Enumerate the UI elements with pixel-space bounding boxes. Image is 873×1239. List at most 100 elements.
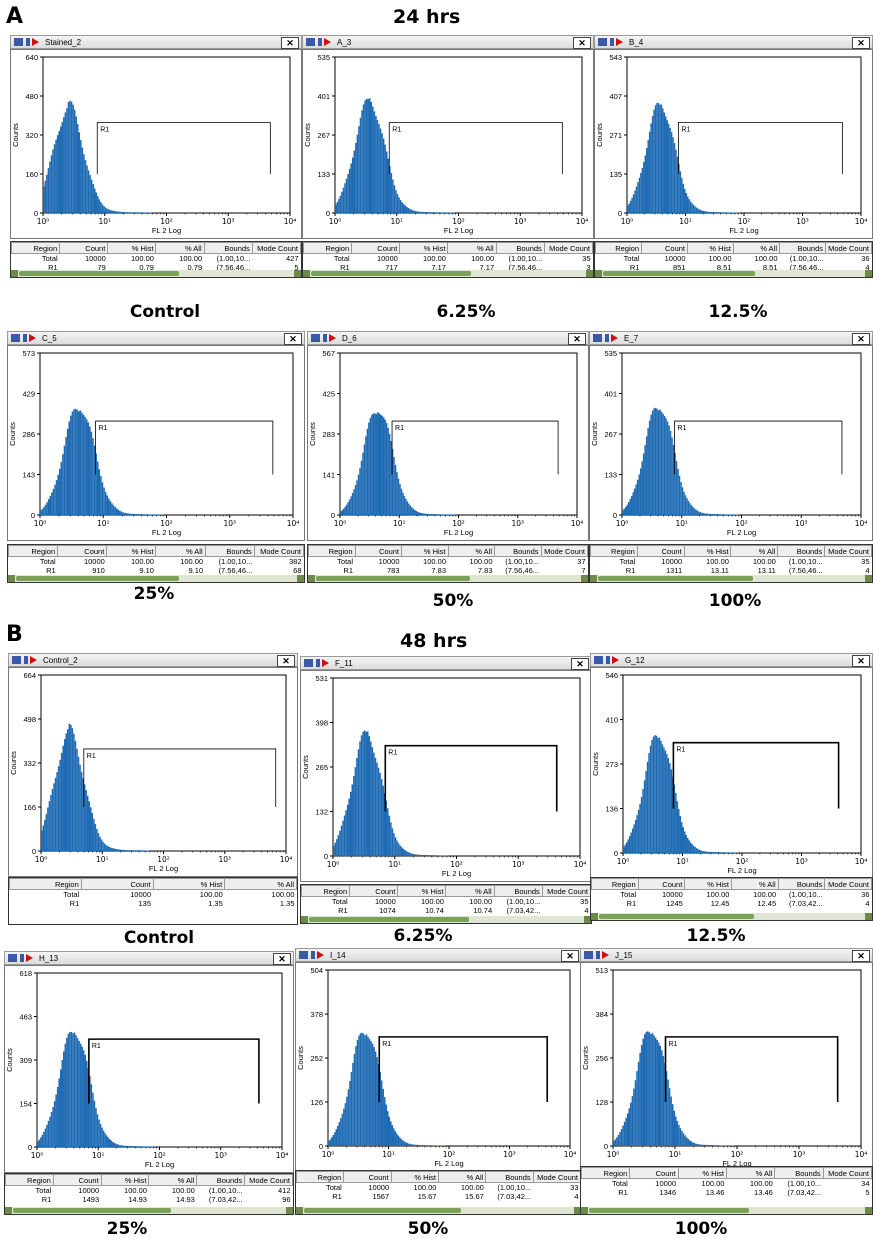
table-header[interactable]: Count — [354, 545, 402, 557]
stats-table[interactable]: Region Count% Hist% All Bounds Mode Count To… — [300, 884, 592, 924]
scroll-left-icon[interactable] — [595, 270, 602, 277]
scroll-thumb[interactable] — [304, 1208, 461, 1213]
window-titlebar[interactable]: H_13 ✕ — [4, 951, 294, 965]
window-titlebar[interactable]: C_5 ✕ — [7, 331, 305, 345]
horizontal-scrollbar[interactable] — [303, 270, 593, 277]
table-header[interactable]: Bounds — [774, 1167, 824, 1179]
stats-table[interactable]: Region Count% Hist% All Bounds Mode Count To… — [10, 241, 302, 278]
gate-r1[interactable] — [96, 122, 271, 174]
table-header[interactable]: % Hist — [107, 242, 157, 254]
table-header[interactable]: Mode Count — [541, 885, 591, 897]
table-header[interactable]: Mode Count — [824, 878, 872, 890]
table-header[interactable]: Count — [52, 1174, 102, 1186]
window-titlebar[interactable]: B_4 ✕ — [594, 35, 873, 49]
histogram-window[interactable]: A_3 ✕ R1 535 401 267 133 0 Counts 10⁰ 10¹ 10² 10³ 10⁴… — [302, 35, 594, 278]
scroll-left-icon[interactable] — [301, 916, 308, 923]
table-header[interactable]: Count — [637, 878, 686, 890]
scroll-left-icon[interactable] — [308, 575, 315, 582]
table-header[interactable]: Count — [351, 242, 401, 254]
table-header[interactable]: Bounds — [203, 242, 253, 254]
scroll-right-icon[interactable] — [865, 1207, 872, 1214]
histogram-window[interactable]: H_13 ✕ R1 618 463 309 154 0 Counts 10⁰ 10¹ 10² 10³ 10… — [4, 951, 294, 1215]
table-header[interactable]: Bounds — [196, 1174, 246, 1186]
table-header[interactable]: % All — [224, 878, 297, 890]
table-header[interactable]: Region — [595, 242, 642, 254]
table-header[interactable]: % Hist — [687, 242, 734, 254]
table-header[interactable]: % Hist — [106, 545, 157, 557]
table-header[interactable]: Mode Count — [825, 242, 872, 254]
histogram-window[interactable]: Stained_2 ✕ R1 640 480 320 160 0 Counts 10⁰ 10¹ 10²… — [10, 35, 302, 278]
scroll-right-icon[interactable] — [294, 270, 301, 277]
scroll-left-icon[interactable] — [5, 1207, 12, 1214]
gate-r1[interactable] — [95, 420, 274, 475]
table-header[interactable]: Bounds — [779, 242, 826, 254]
histogram-window[interactable]: B_4 ✕ R1 543 407 271 135 0 Counts 10⁰ 10¹ 10² 10³ 10⁴… — [594, 35, 873, 278]
table-header[interactable]: Region — [591, 878, 639, 890]
horizontal-scrollbar[interactable] — [11, 270, 301, 277]
histogram-window[interactable]: J_15 ✕ R1 513 384 256 128 0 Counts 10⁰ 10¹ 10² 10³ 10… — [580, 948, 873, 1215]
window-titlebar[interactable]: Control_2 ✕ — [8, 653, 298, 667]
horizontal-scrollbar[interactable] — [5, 1207, 293, 1214]
scroll-thumb[interactable] — [598, 576, 754, 581]
scroll-right-icon[interactable] — [586, 270, 593, 277]
table-header[interactable]: Region — [11, 242, 61, 254]
table-header[interactable]: Region — [5, 1174, 54, 1186]
table-header[interactable]: Region — [581, 1167, 631, 1179]
close-icon[interactable]: ✕ — [852, 655, 870, 667]
scroll-left-icon[interactable] — [11, 270, 18, 277]
table-header[interactable]: % Hist — [677, 1167, 727, 1179]
table-header[interactable]: Region — [8, 545, 59, 557]
scroll-thumb[interactable] — [309, 917, 469, 922]
stats-table[interactable]: Region Count% Hist% All Bounds Mode Count To… — [594, 241, 873, 278]
table-header[interactable]: % All — [730, 545, 779, 557]
histogram-window[interactable]: G_12 ✕ R1 546 410 273 136 0 Counts 10⁰ 10¹ 10² 10³ 10… — [590, 653, 873, 921]
table-header[interactable]: % Hist — [683, 545, 732, 557]
table-header[interactable]: Bounds — [494, 545, 542, 557]
close-icon[interactable]: ✕ — [284, 333, 302, 345]
window-titlebar[interactable]: A_3 ✕ — [302, 35, 594, 49]
close-icon[interactable]: ✕ — [852, 950, 870, 962]
table-header[interactable]: Count — [641, 242, 688, 254]
window-titlebar[interactable]: J_15 ✕ — [580, 948, 873, 962]
table-header[interactable]: Mode Count — [540, 545, 588, 557]
table-header[interactable]: Mode Count — [822, 1167, 872, 1179]
table-header[interactable]: % Hist — [397, 885, 447, 897]
stats-table[interactable]: Region Count% Hist% All Total 10000 100.00 10… — [8, 877, 298, 925]
scroll-right-icon[interactable] — [297, 575, 304, 582]
scroll-right-icon[interactable] — [581, 575, 588, 582]
close-icon[interactable]: ✕ — [852, 333, 870, 345]
horizontal-scrollbar[interactable] — [590, 575, 872, 582]
scroll-left-icon[interactable] — [591, 913, 598, 920]
window-titlebar[interactable]: G_12 ✕ — [590, 653, 873, 667]
table-header[interactable]: % Hist — [399, 242, 449, 254]
histogram-window[interactable]: F_11 ✕ R1 531 398 265 132 0 Counts 10⁰ 10¹ 10² 10³ 10… — [300, 656, 592, 924]
scroll-right-icon[interactable] — [865, 913, 872, 920]
table-header[interactable]: Mode Count — [251, 242, 301, 254]
table-header[interactable]: Bounds — [493, 885, 543, 897]
table-header[interactable]: Count — [349, 885, 399, 897]
scroll-right-icon[interactable] — [865, 575, 872, 582]
scroll-thumb[interactable] — [13, 1208, 172, 1213]
scroll-thumb[interactable] — [16, 576, 179, 581]
table-header[interactable]: Region — [590, 545, 638, 557]
table-header[interactable]: Mode Count — [244, 1174, 293, 1186]
table-header[interactable]: % All — [733, 242, 780, 254]
stats-table[interactable]: Region Count% Hist% All Bounds Mode Count To… — [589, 544, 873, 583]
table-header[interactable]: Mode Count — [253, 545, 304, 557]
table-header[interactable]: Bounds — [777, 545, 826, 557]
gate-r1[interactable] — [378, 1036, 549, 1102]
horizontal-scrollbar[interactable] — [591, 913, 872, 920]
scroll-left-icon[interactable] — [590, 575, 597, 582]
table-header[interactable]: % All — [447, 545, 495, 557]
gate-r1[interactable] — [677, 122, 843, 174]
table-header[interactable]: % Hist — [152, 878, 226, 890]
table-header[interactable]: Count — [57, 545, 108, 557]
stats-table[interactable]: Region Count% Hist% All Bounds Mode Count To… — [4, 1173, 294, 1215]
table-header[interactable]: Mode Count — [824, 545, 872, 557]
scroll-thumb[interactable] — [19, 271, 179, 276]
table-header[interactable]: Region — [9, 878, 82, 890]
scroll-left-icon[interactable] — [296, 1207, 303, 1214]
horizontal-scrollbar[interactable] — [301, 916, 591, 923]
horizontal-scrollbar[interactable] — [581, 1207, 872, 1214]
histogram-window[interactable]: I_14 ✕ R1 504 378 252 126 0 Counts 10⁰ 10¹ 10² 10³ 10… — [295, 948, 582, 1215]
